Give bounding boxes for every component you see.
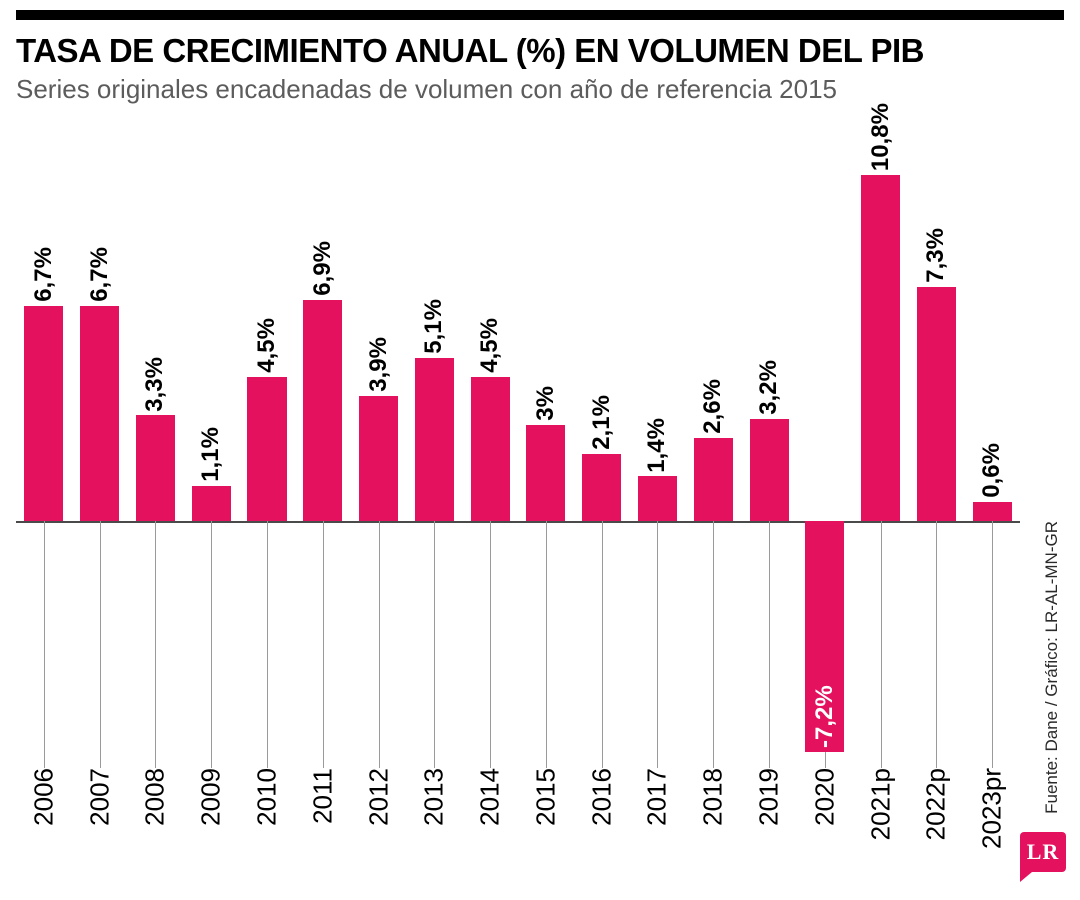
category-label: 2009	[196, 768, 227, 826]
category-label: 2023pr	[977, 768, 1008, 849]
bar-rect	[247, 377, 286, 521]
chart-subtitle: Series originales encadenadas de volumen…	[16, 74, 837, 105]
category-label: 2014	[475, 768, 506, 826]
bar-slot: 4,5% 2010	[239, 120, 295, 878]
bar-rect	[750, 419, 789, 522]
bar-rect	[359, 396, 398, 521]
tick-line	[211, 521, 212, 768]
tick-line	[602, 521, 603, 768]
bar-rect	[24, 306, 63, 521]
bar-rect	[526, 425, 565, 521]
tick-line	[936, 521, 937, 768]
bar-value-label: -7,2%	[811, 686, 839, 749]
bar-slot: 6,9% 2011	[295, 120, 351, 878]
category-label: 2017	[642, 768, 673, 826]
tick-line	[546, 521, 547, 768]
bar-value-label: 2,1%	[588, 395, 616, 450]
bar-rect	[973, 502, 1012, 521]
tick-line	[713, 521, 714, 768]
bar-slot: 1,1% 2009	[183, 120, 239, 878]
category-label: 2015	[530, 768, 561, 826]
logo-text: LR	[1027, 839, 1060, 865]
tick-line	[992, 521, 993, 768]
source-text: Fuente: Dane / Gráfico: LR-AL-MN-GR	[1042, 521, 1062, 814]
bar-value-label: 6,9%	[309, 241, 337, 296]
bar-rect	[694, 438, 733, 521]
bar-slot: 1,4% 2017	[630, 120, 686, 878]
top-rule	[16, 10, 1064, 20]
category-label: 2013	[419, 768, 450, 826]
tick-line	[490, 521, 491, 768]
category-label: 2019	[754, 768, 785, 826]
bar-value-label: 4,5%	[476, 318, 504, 373]
bar-slot: 6,7% 2007	[72, 120, 128, 878]
bar-value-label: 3,9%	[365, 337, 393, 392]
bar-slot: 3% 2015	[518, 120, 574, 878]
tick-line	[100, 521, 101, 768]
bar-value-label: 1,1%	[197, 427, 225, 482]
category-label: 2010	[252, 768, 283, 826]
category-label: 2012	[363, 768, 394, 826]
tick-line	[267, 521, 268, 768]
category-label: 2011	[307, 768, 338, 824]
tick-line	[323, 521, 324, 768]
bar-value-label: 6,7%	[30, 247, 58, 302]
bar-value-label: 0,6%	[978, 443, 1006, 498]
bar-rect	[861, 175, 900, 522]
bar-rect	[192, 486, 231, 521]
bar-value-label: 3,2%	[755, 360, 783, 415]
bar-slot: 3,2% 2019	[741, 120, 797, 878]
bar-value-label: 6,7%	[86, 247, 114, 302]
bar-value-label: 1,4%	[643, 418, 671, 473]
bar-value-label: 4,5%	[253, 318, 281, 373]
bar-slot: 2,1% 2016	[574, 120, 630, 878]
bar-slot: 10,8%2021p	[853, 120, 909, 878]
bar-rect	[582, 454, 621, 521]
bar-value-label: 3%	[532, 386, 560, 421]
category-label: 2018	[698, 768, 729, 826]
category-label: 2021p	[865, 768, 896, 840]
bar-rect	[136, 415, 175, 521]
category-label: 2007	[84, 768, 115, 826]
bar-rect	[80, 306, 119, 521]
tick-line	[881, 521, 882, 768]
bar-slot: 5,1% 2013	[406, 120, 462, 878]
bar-slot: 6,7% 2006	[16, 120, 72, 878]
category-label: 2020	[809, 768, 840, 826]
category-label: 2006	[28, 768, 59, 826]
category-label: 2008	[140, 768, 171, 826]
bar-slot: 3,3% 2008	[128, 120, 184, 878]
tick-line	[434, 521, 435, 768]
chart-title: TASA DE CRECIMIENTO ANUAL (%) EN VOLUMEN…	[16, 32, 924, 70]
bar-value-label: 5,1%	[420, 299, 448, 354]
tick-line	[44, 521, 45, 768]
bars-container: 6,7% 2006 6,7% 2007 3,3% 2008 1,1% 2009 4,5% 2010…	[16, 120, 1020, 878]
category-label: 2022p	[921, 768, 952, 840]
bar-value-label: 7,3%	[922, 228, 950, 283]
tick-line	[769, 521, 770, 768]
lr-logo: LR	[1020, 832, 1066, 878]
tick-line	[155, 521, 156, 768]
bar-value-label: 3,3%	[141, 357, 169, 412]
bar-slot: 2,6% 2018	[685, 120, 741, 878]
bar-rect	[303, 300, 342, 521]
bar-slot: 3,9% 2012	[351, 120, 407, 878]
category-label: 2016	[586, 768, 617, 826]
bar-rect	[471, 377, 510, 521]
bar-slot: -7,2% 2020	[797, 120, 853, 878]
bar-rect	[917, 287, 956, 521]
bar-value-label: 10,8%	[867, 103, 895, 171]
bar-rect	[415, 358, 454, 522]
bar-slot: 0,6% 2023pr	[964, 120, 1020, 878]
bar-chart: 6,7% 2006 6,7% 2007 3,3% 2008 1,1% 2009 4,5% 2010…	[16, 120, 1020, 878]
tick-line	[379, 521, 380, 768]
tick-line	[657, 521, 658, 768]
bar-slot: 4,5% 2014	[462, 120, 518, 878]
bar-slot: 7,3% 2022p	[909, 120, 965, 878]
bar-rect	[638, 476, 677, 521]
bar-value-label: 2,6%	[699, 379, 727, 434]
